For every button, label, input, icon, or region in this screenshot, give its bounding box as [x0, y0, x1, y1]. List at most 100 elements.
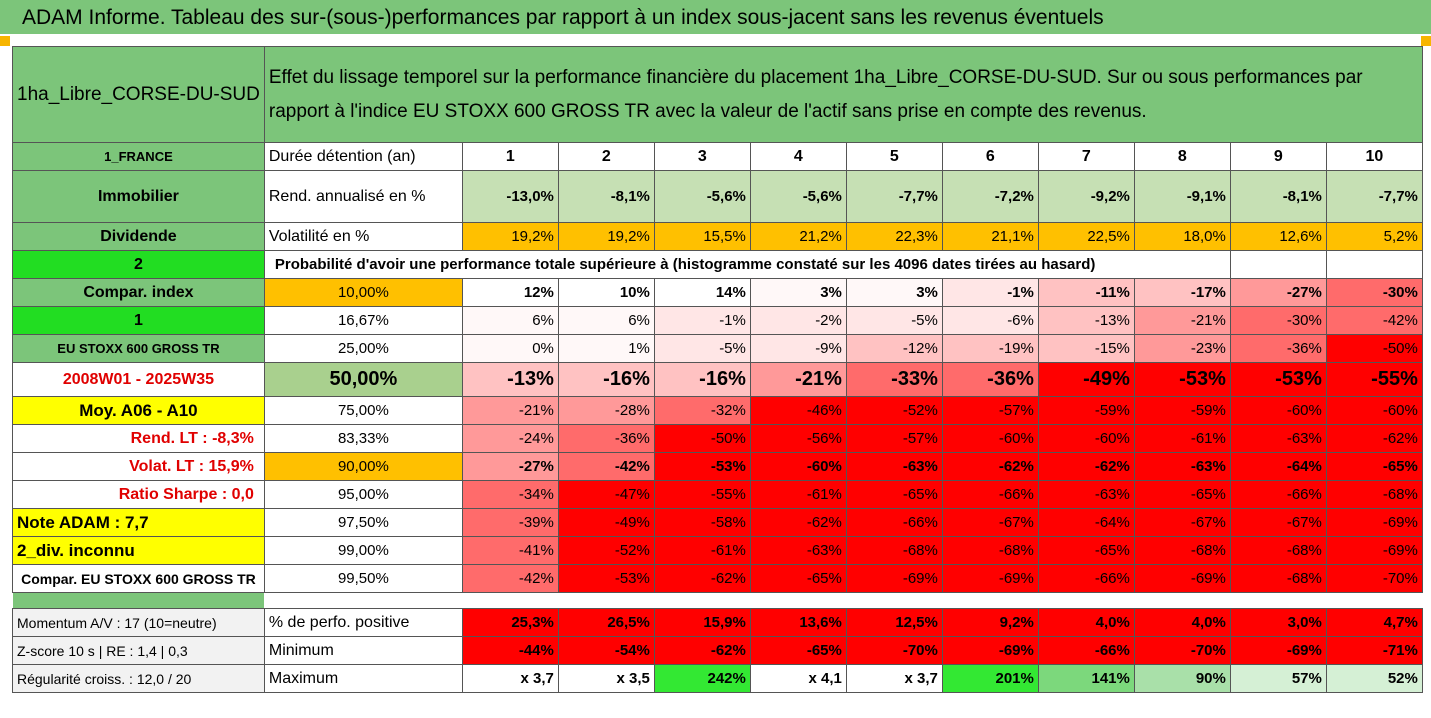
- percentile-cell: -70%: [1325, 564, 1423, 593]
- percentile-label: 97,50%: [263, 508, 463, 537]
- stats-cell: 25,3%: [461, 608, 559, 637]
- percentile-cell: 6%: [557, 306, 655, 335]
- percentile-cell: -28%: [557, 396, 655, 425]
- percentile-cell: -57%: [845, 424, 943, 453]
- duration-cell: 6: [941, 142, 1039, 171]
- percentile-cell: -57%: [941, 396, 1039, 425]
- percentile-cell: -65%: [749, 564, 847, 593]
- duration-cell: 1: [461, 142, 559, 171]
- stats-cell: -54%: [557, 636, 655, 665]
- percentile-cell: -16%: [653, 362, 751, 397]
- vol-cell: 12,6%: [1229, 222, 1327, 251]
- stats-label: % de perfo. positive: [263, 608, 463, 637]
- row-label: 2008W01 - 2025W35: [12, 362, 265, 397]
- percentile-label: 95,00%: [263, 480, 463, 509]
- percentile-row: 1 16,67% 6% 6% -1% -2% -5% -6% -13% -21% -30% -42%: [12, 306, 1423, 335]
- group-number: 2: [12, 250, 265, 279]
- stats-cell: -44%: [461, 636, 559, 665]
- percentile-cell: -69%: [1325, 508, 1423, 537]
- percentile-cell: -50%: [653, 424, 751, 453]
- percentile-cell: -66%: [1037, 564, 1135, 593]
- percentile-cell: -13%: [461, 362, 559, 397]
- duration-cell: 3: [653, 142, 751, 171]
- percentile-cell: 3%: [845, 278, 943, 307]
- fund-name: 1ha_Libre_CORSE-DU-SUD: [12, 46, 265, 143]
- duration-cell: 2: [557, 142, 655, 171]
- percentile-cell: -66%: [1229, 480, 1327, 509]
- rend-cell: -9,1%: [1133, 170, 1231, 223]
- percentile-cell: -56%: [749, 424, 847, 453]
- percentile-cell: -67%: [1133, 508, 1231, 537]
- vol-cell: 18,0%: [1133, 222, 1231, 251]
- vol-cell: 21,1%: [941, 222, 1039, 251]
- rend-cell: -13,0%: [461, 170, 559, 223]
- stats-cell: 9,2%: [941, 608, 1039, 637]
- percentile-cell: -46%: [749, 396, 847, 425]
- percentile-cell: -55%: [653, 480, 751, 509]
- percentile-cell: -36%: [557, 424, 655, 453]
- percentile-cell: -68%: [845, 536, 943, 565]
- percentile-cell: -2%: [749, 306, 847, 335]
- rend-cell: -9,2%: [1037, 170, 1135, 223]
- percentile-row: Ratio Sharpe : 0,0 95,00% -34% -47% -55% -61%…: [12, 480, 1423, 509]
- percentile-cell: -60%: [749, 452, 847, 481]
- vol-cell: 5,2%: [1325, 222, 1423, 251]
- percentile-cell: -50%: [1325, 334, 1423, 363]
- header-row: 1ha_Libre_CORSE-DU-SUD Effet du lissage …: [12, 46, 1423, 143]
- percentile-cell: -1%: [653, 306, 751, 335]
- gap-cell: [12, 592, 265, 609]
- percentile-cell: 14%: [653, 278, 751, 307]
- percentile-cell: -36%: [941, 362, 1039, 397]
- percentile-cell: -69%: [845, 564, 943, 593]
- percentile-cell: -69%: [1133, 564, 1231, 593]
- percentile-cell: -23%: [1133, 334, 1231, 363]
- percentile-cell: -62%: [941, 452, 1039, 481]
- duration-cell: 5: [845, 142, 943, 171]
- percentile-cell: -19%: [941, 334, 1039, 363]
- percentile-cell: -60%: [1037, 424, 1135, 453]
- percentile-cell: -42%: [461, 564, 559, 593]
- stats-cell: 242%: [653, 664, 751, 693]
- prob-description: Probabilité d'avoir une performance tota…: [263, 250, 1231, 279]
- percentile-cell: -1%: [941, 278, 1039, 307]
- stats-left-label: Régularité croiss. : 12,0 / 20: [12, 664, 265, 693]
- percentile-cell: -63%: [1037, 480, 1135, 509]
- percentile-cell: -33%: [845, 362, 943, 397]
- percentile-cell: -6%: [941, 306, 1039, 335]
- percentile-label: 83,33%: [263, 424, 463, 453]
- duration-cell: 10: [1325, 142, 1423, 171]
- rend-cell: -7,7%: [845, 170, 943, 223]
- percentile-cell: -59%: [1133, 396, 1231, 425]
- row-label: 1: [12, 306, 265, 335]
- percentile-cell: -60%: [1325, 396, 1423, 425]
- percentile-row: Moy. A06 - A10 75,00% -21% -28% -32% -46% -52%…: [12, 396, 1423, 425]
- stats-cell: 4,0%: [1037, 608, 1135, 637]
- percentile-cell: -62%: [749, 508, 847, 537]
- percentile-cell: -42%: [1325, 306, 1423, 335]
- percentile-cell: -21%: [461, 396, 559, 425]
- percentile-cell: -61%: [653, 536, 751, 565]
- percentile-cell: -17%: [1133, 278, 1231, 307]
- percentile-cell: -27%: [1229, 278, 1327, 307]
- dividend-label: Dividende: [12, 222, 265, 251]
- percentile-cell: -66%: [845, 508, 943, 537]
- percentile-cell: -63%: [749, 536, 847, 565]
- gap-cell: [264, 593, 1422, 609]
- percentile-cell: -47%: [557, 480, 655, 509]
- percentile-cell: -55%: [1325, 362, 1423, 397]
- rend-cell: -8,1%: [557, 170, 655, 223]
- percentile-cell: 1%: [557, 334, 655, 363]
- corner-marker-right: [1421, 36, 1431, 46]
- percentile-cell: -41%: [461, 536, 559, 565]
- percentile-cell: -12%: [845, 334, 943, 363]
- rend-cell: -7,2%: [941, 170, 1039, 223]
- percentile-label: 16,67%: [263, 306, 463, 335]
- vol-row: Dividende Volatilité en % 19,2% 19,2% 15,5% 2…: [12, 222, 1423, 251]
- rend-row: Immobilier Rend. annualisé en % -13,0% -8,1…: [12, 170, 1423, 223]
- stats-left-label: Z-score 10 s | RE : 1,4 | 0,3: [12, 636, 265, 665]
- percentile-label: 25,00%: [263, 334, 463, 363]
- row-label: Volat. LT : 15,9%: [12, 452, 265, 481]
- row-label: EU STOXX 600 GROSS TR: [12, 334, 265, 363]
- percentile-cell: -16%: [557, 362, 655, 397]
- stats-cell: 201%: [941, 664, 1039, 693]
